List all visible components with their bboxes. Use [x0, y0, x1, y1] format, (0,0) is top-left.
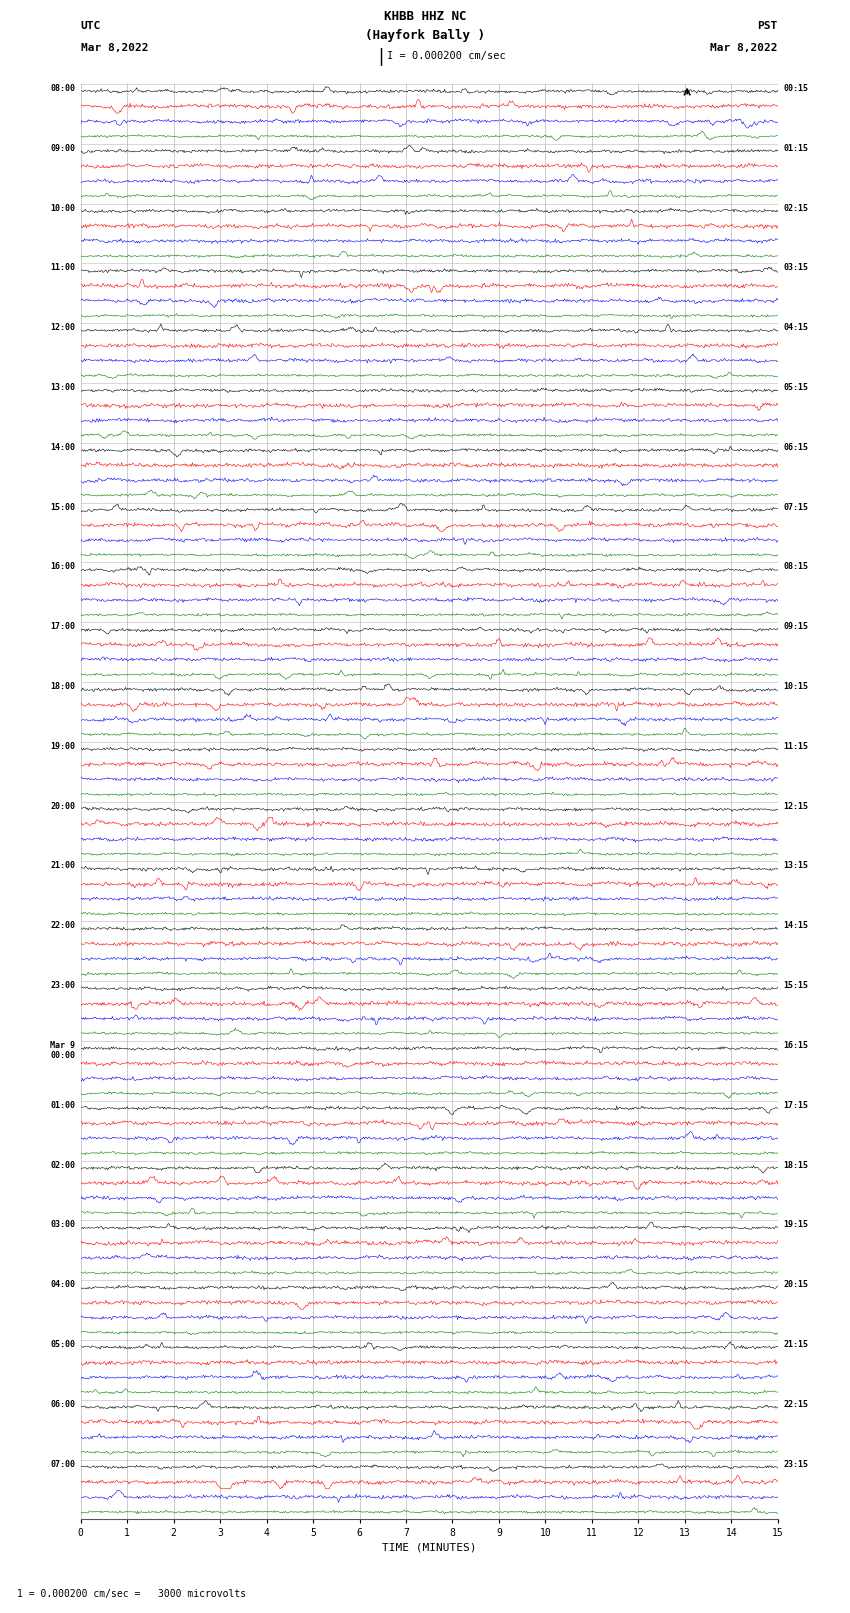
- Text: 14:00: 14:00: [50, 442, 75, 452]
- Text: 02:00: 02:00: [50, 1161, 75, 1169]
- Text: 06:15: 06:15: [784, 442, 808, 452]
- Text: 00:15: 00:15: [784, 84, 808, 94]
- Text: 10:15: 10:15: [784, 682, 808, 690]
- Text: KHBB HHZ NC: KHBB HHZ NC: [383, 10, 467, 23]
- Text: 23:00: 23:00: [50, 981, 75, 990]
- Text: 21:00: 21:00: [50, 861, 75, 871]
- Text: 13:15: 13:15: [784, 861, 808, 871]
- Text: ⎮: ⎮: [377, 47, 385, 66]
- Text: 22:00: 22:00: [50, 921, 75, 931]
- Text: Mar 8,2022: Mar 8,2022: [711, 44, 778, 53]
- Text: 23:15: 23:15: [784, 1460, 808, 1468]
- Text: 09:00: 09:00: [50, 144, 75, 153]
- Text: UTC: UTC: [81, 21, 101, 31]
- Text: 15:00: 15:00: [50, 503, 75, 511]
- Text: 1 = 0.000200 cm/sec =   3000 microvolts: 1 = 0.000200 cm/sec = 3000 microvolts: [17, 1589, 246, 1598]
- Text: 04:15: 04:15: [784, 323, 808, 332]
- Text: 16:00: 16:00: [50, 563, 75, 571]
- Text: 22:15: 22:15: [784, 1400, 808, 1408]
- Text: 12:00: 12:00: [50, 323, 75, 332]
- Text: I = 0.000200 cm/sec: I = 0.000200 cm/sec: [387, 52, 506, 61]
- Text: 08:00: 08:00: [50, 84, 75, 94]
- Text: 07:15: 07:15: [784, 503, 808, 511]
- Text: 03:15: 03:15: [784, 263, 808, 273]
- Text: 03:00: 03:00: [50, 1221, 75, 1229]
- Text: 14:15: 14:15: [784, 921, 808, 931]
- Text: 21:15: 21:15: [784, 1340, 808, 1348]
- Text: 01:00: 01:00: [50, 1100, 75, 1110]
- Text: 19:00: 19:00: [50, 742, 75, 750]
- Text: 17:00: 17:00: [50, 623, 75, 631]
- Text: Mar 8,2022: Mar 8,2022: [81, 44, 148, 53]
- Text: 05:15: 05:15: [784, 382, 808, 392]
- Text: 17:15: 17:15: [784, 1100, 808, 1110]
- X-axis label: TIME (MINUTES): TIME (MINUTES): [382, 1542, 477, 1553]
- Text: 09:15: 09:15: [784, 623, 808, 631]
- Text: 04:00: 04:00: [50, 1281, 75, 1289]
- Text: 02:15: 02:15: [784, 203, 808, 213]
- Text: PST: PST: [757, 21, 778, 31]
- Text: Mar 9
00:00: Mar 9 00:00: [50, 1040, 75, 1060]
- Text: 18:15: 18:15: [784, 1161, 808, 1169]
- Text: 11:00: 11:00: [50, 263, 75, 273]
- Text: 20:15: 20:15: [784, 1281, 808, 1289]
- Text: 16:15: 16:15: [784, 1040, 808, 1050]
- Text: 07:00: 07:00: [50, 1460, 75, 1468]
- Text: 05:00: 05:00: [50, 1340, 75, 1348]
- Text: 19:15: 19:15: [784, 1221, 808, 1229]
- Text: 15:15: 15:15: [784, 981, 808, 990]
- Text: 13:00: 13:00: [50, 382, 75, 392]
- Text: 12:15: 12:15: [784, 802, 808, 811]
- Text: 20:00: 20:00: [50, 802, 75, 811]
- Text: 01:15: 01:15: [784, 144, 808, 153]
- Text: 11:15: 11:15: [784, 742, 808, 750]
- Text: 18:00: 18:00: [50, 682, 75, 690]
- Text: 06:00: 06:00: [50, 1400, 75, 1408]
- Text: 08:15: 08:15: [784, 563, 808, 571]
- Text: (Hayfork Bally ): (Hayfork Bally ): [365, 29, 485, 42]
- Text: 10:00: 10:00: [50, 203, 75, 213]
